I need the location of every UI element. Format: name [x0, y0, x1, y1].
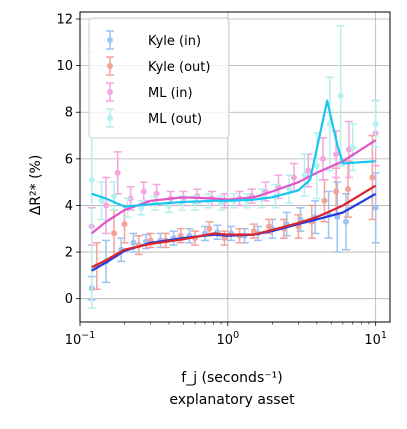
- data-point: [305, 167, 312, 174]
- y-axis-label: ΔR²* (%): [28, 155, 44, 216]
- data-point: [130, 239, 137, 246]
- legend-marker: [107, 37, 113, 43]
- y-tick-label: 10: [56, 59, 73, 74]
- data-point: [372, 120, 379, 127]
- data-point: [286, 186, 293, 193]
- data-point: [250, 228, 257, 235]
- x-axis-sublabel: explanatory asset: [169, 392, 295, 408]
- data-point: [334, 214, 341, 221]
- y-tick-label: 12: [56, 12, 73, 27]
- legend-label: ML (out): [148, 112, 202, 127]
- data-point: [153, 190, 160, 197]
- data-point: [206, 225, 213, 232]
- data-point: [98, 197, 105, 204]
- data-point: [345, 186, 352, 193]
- data-point: [290, 174, 297, 181]
- data-point: [111, 193, 118, 200]
- fit-line-3: [91, 139, 377, 235]
- data-point: [266, 223, 273, 230]
- fit-line-2: [91, 184, 377, 269]
- data-point: [369, 174, 376, 181]
- data-point: [121, 221, 128, 228]
- data-point: [313, 162, 320, 169]
- y-tick-label: 6: [65, 152, 73, 167]
- x-tick-label: 101: [364, 330, 387, 348]
- y-tick-label: 8: [65, 106, 73, 121]
- x-tick-label: 100: [217, 330, 240, 348]
- data-point: [88, 176, 95, 183]
- data-point: [140, 188, 147, 195]
- y-tick-label: 0: [65, 292, 73, 307]
- data-point: [111, 230, 118, 237]
- data-point: [337, 92, 344, 99]
- legend-label: Kyle (in): [148, 34, 201, 49]
- x-axis-label: f_j (seconds⁻¹): [181, 370, 282, 386]
- data-point: [301, 172, 308, 179]
- legend-box: [88, 17, 230, 139]
- data-point: [372, 204, 379, 211]
- data-point: [321, 197, 328, 204]
- data-point: [319, 155, 326, 162]
- x-tick-label: 10−1: [65, 330, 96, 348]
- plot-frame: [79, 11, 391, 323]
- data-point: [114, 169, 121, 176]
- legend-marker: [107, 115, 113, 121]
- legend-label: ML (in): [148, 86, 193, 101]
- y-tick-label: 4: [65, 199, 73, 214]
- data-point: [333, 151, 340, 158]
- data-point: [103, 202, 110, 209]
- legend-marker: [107, 63, 113, 69]
- y-tick-label: 2: [65, 246, 73, 261]
- series-layer: [87, 25, 380, 309]
- data-point: [333, 188, 340, 195]
- data-point: [343, 218, 350, 225]
- data-point: [349, 144, 356, 151]
- legend: Kyle (in) Kyle (out) ML (in) ML (out): [88, 17, 230, 139]
- ticks: 0 2 4 6 8 10 12 10−1 100 101: [56, 12, 387, 348]
- legend-marker: [107, 89, 113, 95]
- fit-line-4: [91, 99, 376, 208]
- legend-label: Kyle (out): [148, 60, 210, 75]
